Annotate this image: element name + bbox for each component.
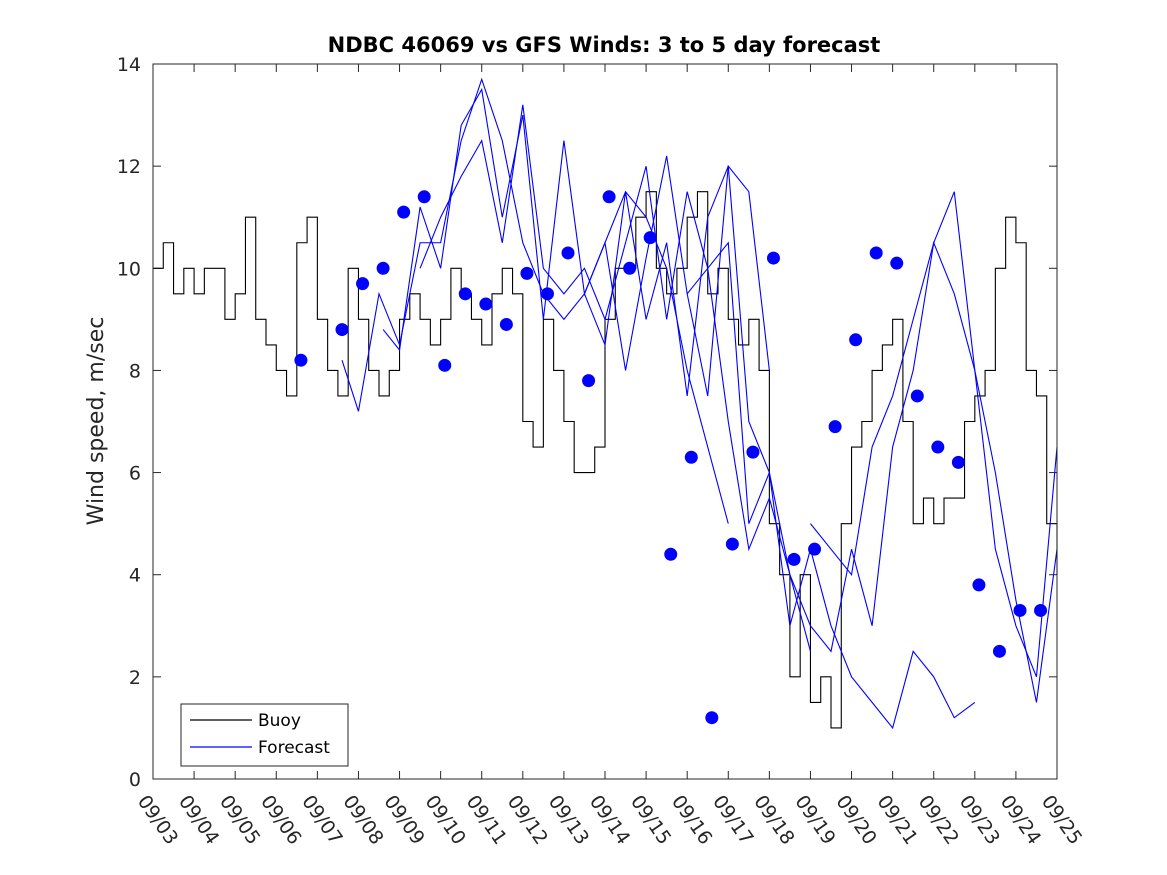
forecast-series-line [419, 104, 811, 652]
forecast-dot [951, 455, 965, 469]
forecast-dot [890, 256, 904, 270]
forecast-dot [540, 287, 554, 301]
forecast-dot [746, 445, 760, 459]
plot-frame [152, 63, 1058, 780]
forecast-dot [1034, 603, 1048, 617]
forecast-dot [664, 547, 678, 561]
forecast-dot [417, 190, 431, 204]
forecast-dot [910, 389, 924, 403]
forecast-dot [787, 552, 801, 566]
legend: Buoy Forecast [180, 703, 349, 767]
forecast-dot [684, 450, 698, 464]
y-tick-label: 14 [117, 54, 141, 76]
forecast-dot [849, 333, 863, 347]
forecast-dot [438, 358, 452, 372]
forecast-dot [561, 246, 575, 260]
forecast-series-line [382, 87, 770, 397]
forecast-dot [602, 190, 616, 204]
forecast-dot [356, 277, 370, 291]
y-axis-label: Wind speed, m/sec [84, 317, 109, 526]
y-tick-label: 6 [129, 463, 141, 485]
y-tick-label: 2 [129, 667, 141, 689]
y-tick-label: 0 [129, 769, 141, 791]
forecast-dot [766, 251, 780, 265]
forecast-dot [499, 317, 513, 331]
forecast-dot [992, 644, 1006, 658]
y-tick-label: 4 [129, 565, 141, 587]
forecast-dot [931, 440, 945, 454]
forecast-dot [808, 542, 822, 556]
forecast-dot [335, 323, 349, 337]
forecast-dot [376, 261, 390, 275]
forecast-dot [643, 231, 657, 245]
legend-buoy-label: Buoy [258, 711, 301, 731]
y-tick-label: 12 [117, 156, 141, 178]
forecast-dot [397, 205, 411, 219]
forecast-dot [869, 246, 883, 260]
chart-title: NDBC 46069 vs GFS Winds: 3 to 5 day fore… [328, 33, 881, 57]
forecast-dot [458, 287, 472, 301]
forecast-dot [520, 266, 534, 280]
forecast-dot [623, 261, 637, 275]
forecast-series-line [810, 191, 1058, 703]
forecast-dot [972, 578, 986, 592]
legend-forecast-label: Forecast [258, 738, 330, 758]
forecast-dot [479, 297, 493, 311]
forecast-dot [725, 537, 739, 551]
forecast-dot [705, 711, 719, 725]
forecast-dot [582, 374, 596, 388]
forecast-series-line [583, 165, 976, 730]
y-tick-label: 8 [129, 360, 141, 382]
forecast-series-line [686, 240, 1058, 678]
forecast-dot [294, 353, 308, 367]
forecast-dot [828, 420, 842, 434]
forecast-dot [1013, 603, 1027, 617]
y-tick-label: 10 [117, 258, 141, 280]
